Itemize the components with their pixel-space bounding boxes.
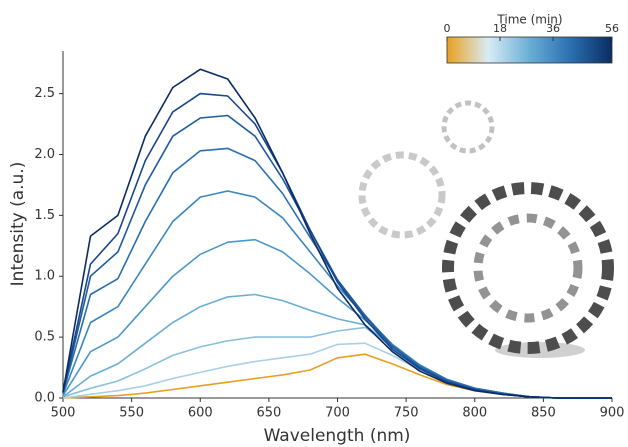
x-axis-label: Wavelength (nm) — [264, 426, 411, 446]
y-tick-label: 0.0 — [34, 391, 55, 406]
y-tick-label: 2.5 — [34, 86, 55, 101]
x-tick-label: 700 — [325, 406, 350, 421]
x-tick-label: 900 — [600, 406, 625, 421]
fullerene-illustration — [362, 103, 608, 358]
x-tick-label: 600 — [188, 406, 213, 421]
y-tick-label: 1.5 — [34, 208, 55, 223]
colorbar-tick-label: 0 — [444, 22, 451, 35]
x-tick-label: 750 — [394, 406, 419, 421]
colorbar — [447, 37, 612, 63]
x-tick-label: 800 — [462, 406, 487, 421]
x-tick-label: 650 — [256, 406, 281, 421]
series-line — [63, 354, 612, 398]
x-tick-label: 850 — [531, 406, 556, 421]
y-tick-label: 0.5 — [34, 330, 55, 345]
colorbar-tick-label: 18 — [493, 22, 507, 35]
x-tick-label: 500 — [51, 406, 76, 421]
colorbar-tick-label: 36 — [546, 22, 560, 35]
y-tick-label: 1.0 — [34, 269, 55, 284]
x-tick-label: 550 — [119, 406, 144, 421]
chart: Wavelength (nm) Intensity (a.u.) Time (m… — [0, 0, 628, 447]
y-axis-label: Intensity (a.u.) — [8, 162, 28, 287]
colorbar-tick-label: 56 — [605, 22, 619, 35]
y-tick-label: 2.0 — [34, 147, 55, 162]
series-line — [63, 327, 612, 398]
